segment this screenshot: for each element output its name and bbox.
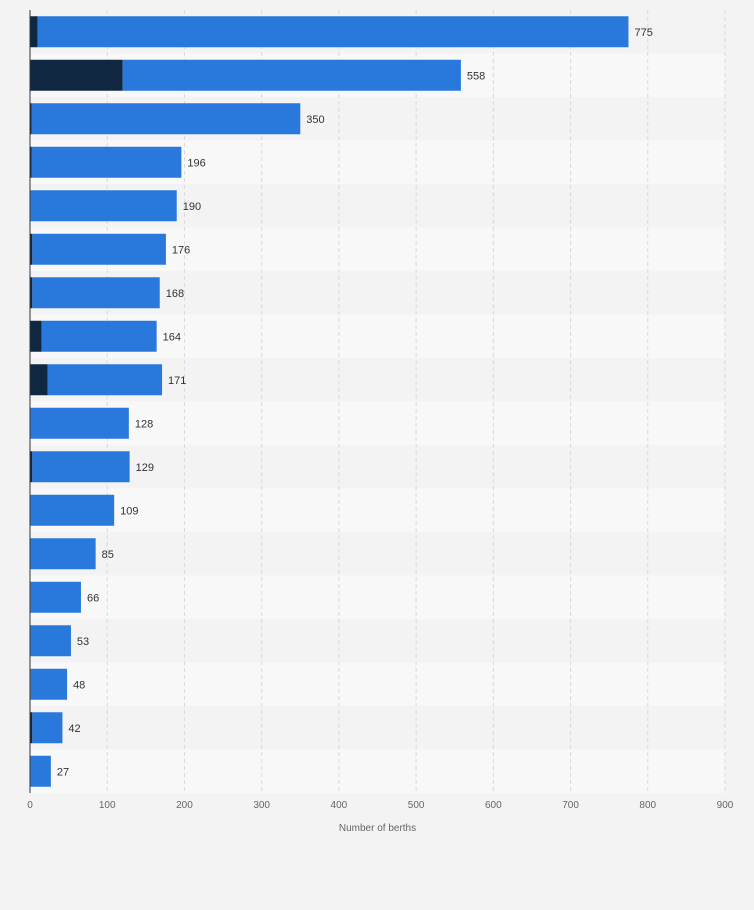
bar-segment-dark [30,146,32,178]
x-tick-label: 100 [99,800,116,811]
bar-segment-dark [30,59,123,91]
bar-value-label: 164 [163,331,181,343]
bar-value-label: 196 [187,157,205,169]
bar-segment-blue [41,320,157,352]
bar-segment-dark [30,364,48,396]
x-tick-label: 0 [27,800,33,811]
row-band [30,662,725,706]
x-axis-ticks: 0 100 200 300 400 500 600 700 800 900 [27,800,734,811]
bar-value-label: 176 [172,244,190,256]
row-band [30,532,725,576]
bar-segment-blue [31,146,182,178]
bar-segment-blue [32,233,166,265]
x-tick-label: 700 [562,800,579,811]
bar-value-label: 53 [77,636,89,648]
x-tick-label: 600 [485,800,502,811]
bar-value-label: 350 [306,114,324,126]
bar-value-label: 171 [168,375,186,387]
bar-segment-dark [30,103,32,135]
bar-value-label: 129 [136,462,154,474]
bar-segment-blue [30,538,96,570]
bar-value-label: 66 [87,592,99,604]
bar-segment-blue [30,625,71,657]
row-band [30,749,725,793]
bar-segment-blue [37,16,629,48]
gridlines [106,10,726,793]
bar-value-label: 128 [135,418,153,430]
bar-segment-blue [30,190,177,222]
bar-value-label: 27 [57,766,69,778]
bar-segment-blue [47,364,163,396]
bar-segment-blue [31,103,301,135]
bar-value-label: 558 [467,70,485,82]
bar-segment-blue [30,668,68,700]
bar-segment-blue [32,712,63,744]
bar-value-label: 190 [183,201,201,213]
row-band [30,619,725,663]
bar-value-label: 42 [68,723,80,735]
bar-value-label: 168 [166,288,184,300]
bar-value-label: 109 [120,505,138,517]
bar-segment-blue [122,59,461,91]
x-tick-label: 200 [176,800,193,811]
bar-value-label: 85 [102,549,114,561]
bar-segment-dark [30,16,38,48]
row-band [30,488,725,532]
x-axis-title: Number of berths [339,823,416,834]
x-tick-label: 500 [408,800,425,811]
bar-segment-blue [32,451,130,483]
bar-value-label: 48 [73,679,85,691]
bar-segment-dark [30,277,33,309]
bar-segment-blue [30,581,81,613]
bar-segment-dark [30,320,42,352]
x-tick-label: 800 [639,800,656,811]
row-band [30,575,725,619]
bar-segment-blue [30,407,129,439]
bars [30,16,629,787]
x-tick-label: 900 [717,800,734,811]
bar-segment-blue [32,277,160,309]
bar-segment-blue [30,755,51,787]
bar-segment-dark [30,712,33,744]
bar-segment-blue [30,494,115,526]
value-labels: 775 558 350 196 190 176 168 164 171 128 129 109 85 66… [57,27,653,779]
bar-value-label: 775 [634,27,652,39]
bar-segment-dark [30,451,33,483]
row-band [30,445,725,489]
x-tick-label: 300 [253,800,270,811]
bar-segment-dark [30,233,33,265]
row-band [30,401,725,445]
x-tick-label: 400 [331,800,348,811]
row-band [30,706,725,750]
